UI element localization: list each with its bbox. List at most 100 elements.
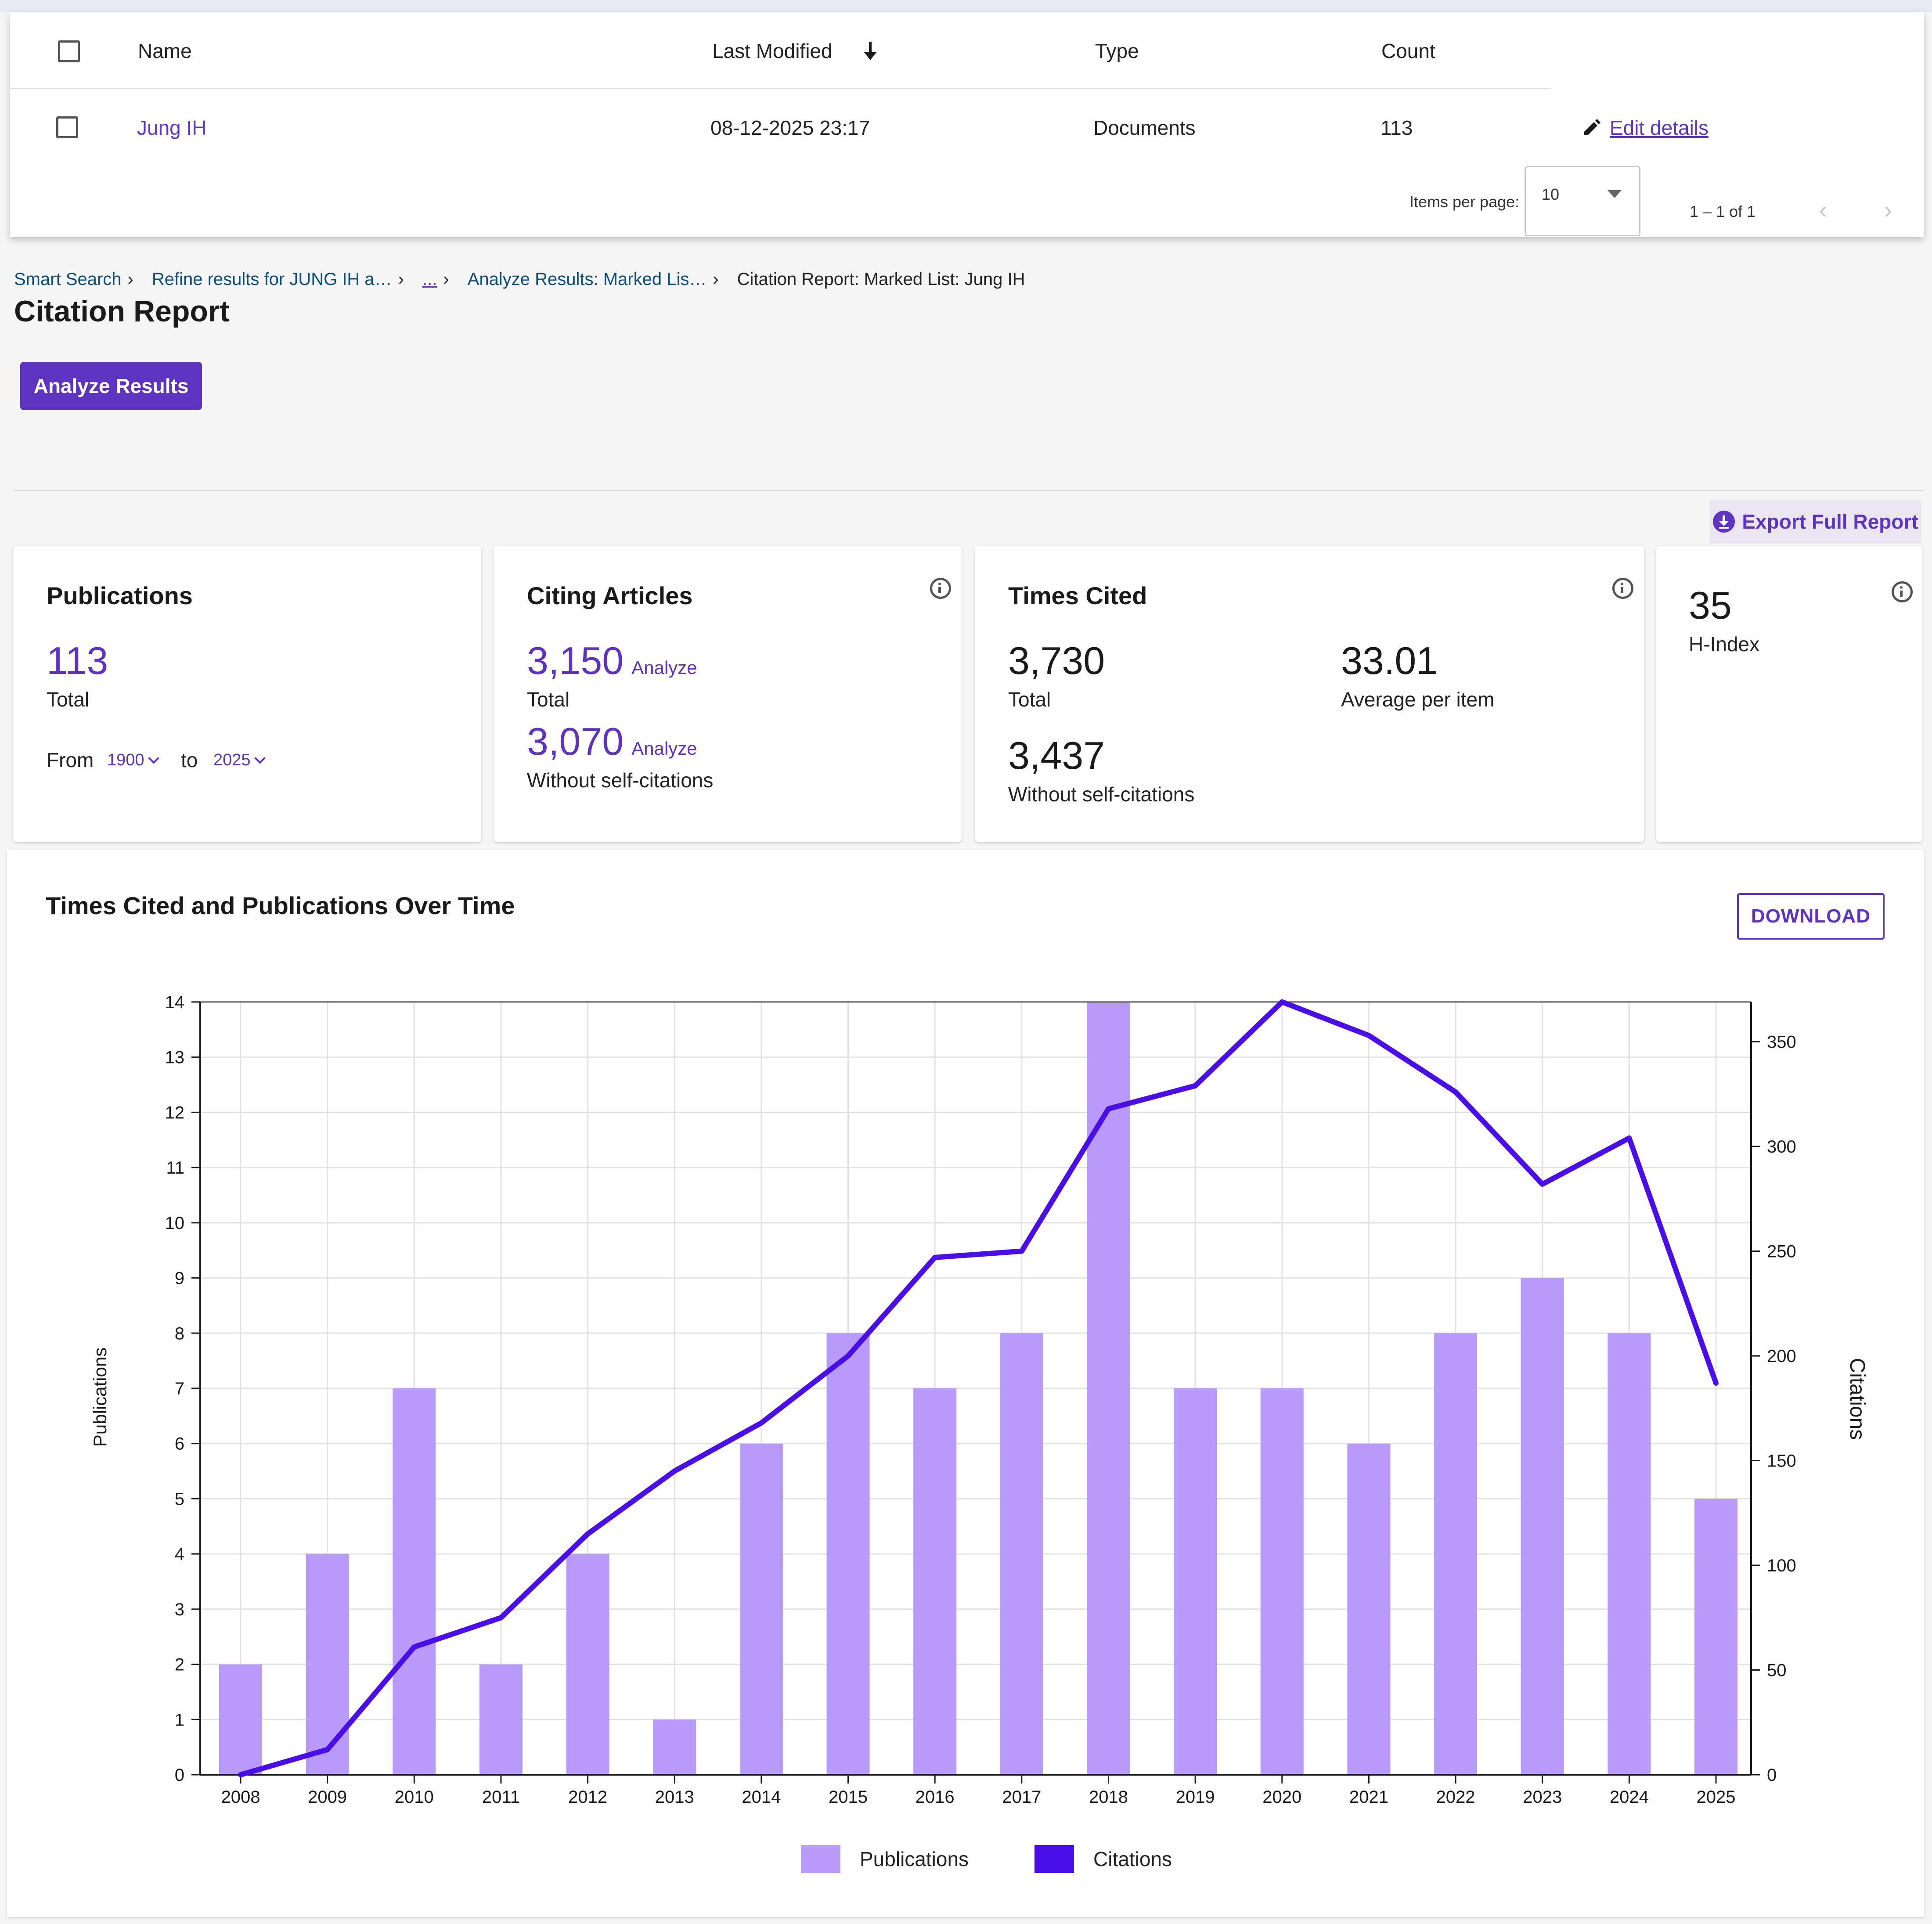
citing-articles-card-title: Citing Articles <box>527 582 693 609</box>
y-tick-label: 10 <box>165 1214 185 1233</box>
y-tick-label: 2 <box>175 1655 184 1675</box>
citing-articles-without-self: 3,070 Analyze <box>527 719 697 764</box>
top-strip <box>0 0 1932 12</box>
bar-publications[interactable] <box>1347 1443 1391 1775</box>
x-tick-label: 2025 <box>1697 1787 1736 1807</box>
items-per-page-select[interactable]: 10 <box>1525 166 1640 236</box>
legend-item-citations[interactable]: Citations <box>1034 1845 1172 1873</box>
x-tick-label: 2022 <box>1436 1787 1475 1807</box>
from-year-select[interactable]: 1900 <box>107 751 159 770</box>
to-year-value: 2025 <box>213 751 251 769</box>
point-citations <box>1195 1085 1196 1086</box>
bar-publications[interactable] <box>566 1554 609 1775</box>
citing-articles-without-self-value[interactable]: 3,070 <box>527 720 624 763</box>
chart-legend: Publications Citations <box>801 1845 1238 1873</box>
breadcrumb-item-refine-results[interactable]: Refine results for JUNG IH a… <box>151 269 392 289</box>
h-index-card: 35 H-Index <box>1656 546 1922 842</box>
point-citations <box>934 1257 936 1258</box>
bar-publications[interactable] <box>826 1333 870 1775</box>
list-name-link[interactable]: Jung IH <box>137 116 207 139</box>
previous-page-icon[interactable]: ‹ <box>1819 196 1827 223</box>
download-button[interactable]: DOWNLOAD <box>1737 893 1885 940</box>
h-index-value: 35 <box>1689 584 1732 627</box>
point-citations <box>847 1355 849 1357</box>
pagination: Items per page: 10 1 – 1 of 1 ‹ › <box>10 166 1924 237</box>
breadcrumb-current: Citation Report: Marked List: Jung IH <box>737 269 1025 289</box>
page-range: 1 – 1 of 1 <box>1690 202 1756 220</box>
y-tick-label: 11 <box>166 1158 184 1178</box>
select-all-checkbox[interactable] <box>58 40 80 62</box>
legend-item-publications[interactable]: Publications <box>801 1845 969 1873</box>
analyze-results-button[interactable]: Analyze Results <box>20 362 202 410</box>
y-tick-label: 6 <box>175 1434 184 1454</box>
x-tick-label: 2021 <box>1349 1787 1388 1807</box>
publications-total-label: Total <box>47 688 90 711</box>
point-citations <box>674 1470 675 1472</box>
breadcrumb-chevron-icon: › <box>127 269 133 289</box>
bar-publications[interactable] <box>1521 1278 1564 1775</box>
bar-publications[interactable] <box>913 1388 957 1775</box>
column-header-count[interactable]: Count <box>1381 40 1435 62</box>
chart-title: Times Cited and Publications Over Time <box>46 892 515 919</box>
last-modified-value: 08-12-2025 23:17 <box>710 116 870 139</box>
x-tick-label: 2008 <box>221 1787 260 1807</box>
bar-publications[interactable] <box>479 1664 523 1775</box>
bar-publications[interactable] <box>1087 1002 1130 1775</box>
citing-articles-total-value[interactable]: 3,150 <box>527 639 624 682</box>
column-header-name[interactable]: Name <box>138 40 192 62</box>
bar-publications[interactable] <box>393 1388 436 1775</box>
chevron-down-icon <box>254 752 266 764</box>
x-tick-label: 2012 <box>568 1787 607 1807</box>
row-checkbox[interactable] <box>56 116 78 138</box>
line-citations[interactable] <box>238 999 1719 1777</box>
x-tick-label: 2011 <box>482 1787 520 1807</box>
marked-list-panel: Name Last Modified Type Count Jung IH 08… <box>10 12 1924 237</box>
point-citations <box>327 1749 328 1750</box>
info-icon[interactable] <box>1892 581 1913 602</box>
x-tick-label: 2020 <box>1262 1787 1301 1807</box>
x-tick-label: 2024 <box>1610 1787 1649 1807</box>
export-full-report-button[interactable]: Export Full Report <box>1710 500 1921 544</box>
point-citations <box>1021 1250 1022 1252</box>
bar-publications[interactable] <box>1174 1388 1217 1775</box>
info-icon[interactable] <box>930 578 951 599</box>
y-tick-label: 1 <box>175 1710 184 1729</box>
bar-publications[interactable] <box>306 1554 349 1775</box>
items-per-page-label: Items per page: <box>1409 193 1520 211</box>
edit-details[interactable]: Edit details <box>1582 116 1709 140</box>
bar-publications[interactable] <box>1260 1388 1304 1775</box>
y2-tick-label: 100 <box>1767 1556 1796 1575</box>
bar-publications[interactable] <box>653 1719 696 1775</box>
bar-publications[interactable] <box>1608 1333 1651 1775</box>
caret-down-icon <box>1608 190 1622 198</box>
bar-publications[interactable] <box>219 1664 262 1775</box>
analyze-link[interactable]: Analyze <box>631 657 697 678</box>
analyze-link[interactable]: Analyze <box>631 738 697 759</box>
times-cited-without-self-label: Without self-citations <box>1008 783 1195 806</box>
breadcrumb-item-smart-search[interactable]: Smart Search <box>14 269 122 289</box>
y2-tick-label: 350 <box>1767 1033 1796 1052</box>
publications-card: Publications 113 Total From 1900 to 2025 <box>13 546 481 842</box>
column-header-last-modified[interactable]: Last Modified <box>712 40 833 62</box>
bar-publications[interactable] <box>1434 1333 1478 1775</box>
bar-publications[interactable] <box>1694 1499 1737 1775</box>
citing-articles-total: 3,150 Analyze <box>527 638 697 683</box>
sort-descending-icon[interactable] <box>861 40 879 62</box>
to-year-select[interactable]: 2025 <box>213 751 266 770</box>
bar-publications[interactable] <box>739 1443 783 1775</box>
y-axis-title: Publications <box>90 1348 110 1447</box>
citing-articles-card: Citing Articles 3,150 Analyze Total 3,070… <box>494 546 962 842</box>
info-icon[interactable] <box>1612 578 1633 599</box>
publications-total[interactable]: 113 <box>47 639 108 682</box>
breadcrumb-item-ellipsis[interactable]: ... <box>422 269 437 289</box>
citing-articles-without-self-label: Without self-citations <box>527 769 714 792</box>
legend-label-publications: Publications <box>860 1848 969 1870</box>
next-page-icon[interactable]: › <box>1884 196 1892 223</box>
column-header-type[interactable]: Type <box>1095 40 1139 62</box>
edit-details-link[interactable]: Edit details <box>1610 116 1709 139</box>
page-title: Citation Report <box>14 295 230 328</box>
to-label: to <box>181 749 198 771</box>
times-cited-card: Times Cited 3,730 Total 33.01 Average pe… <box>975 546 1644 842</box>
breadcrumb-item-analyze-results[interactable]: Analyze Results: Marked Lis… <box>467 269 707 289</box>
bar-publications[interactable] <box>1000 1333 1043 1775</box>
